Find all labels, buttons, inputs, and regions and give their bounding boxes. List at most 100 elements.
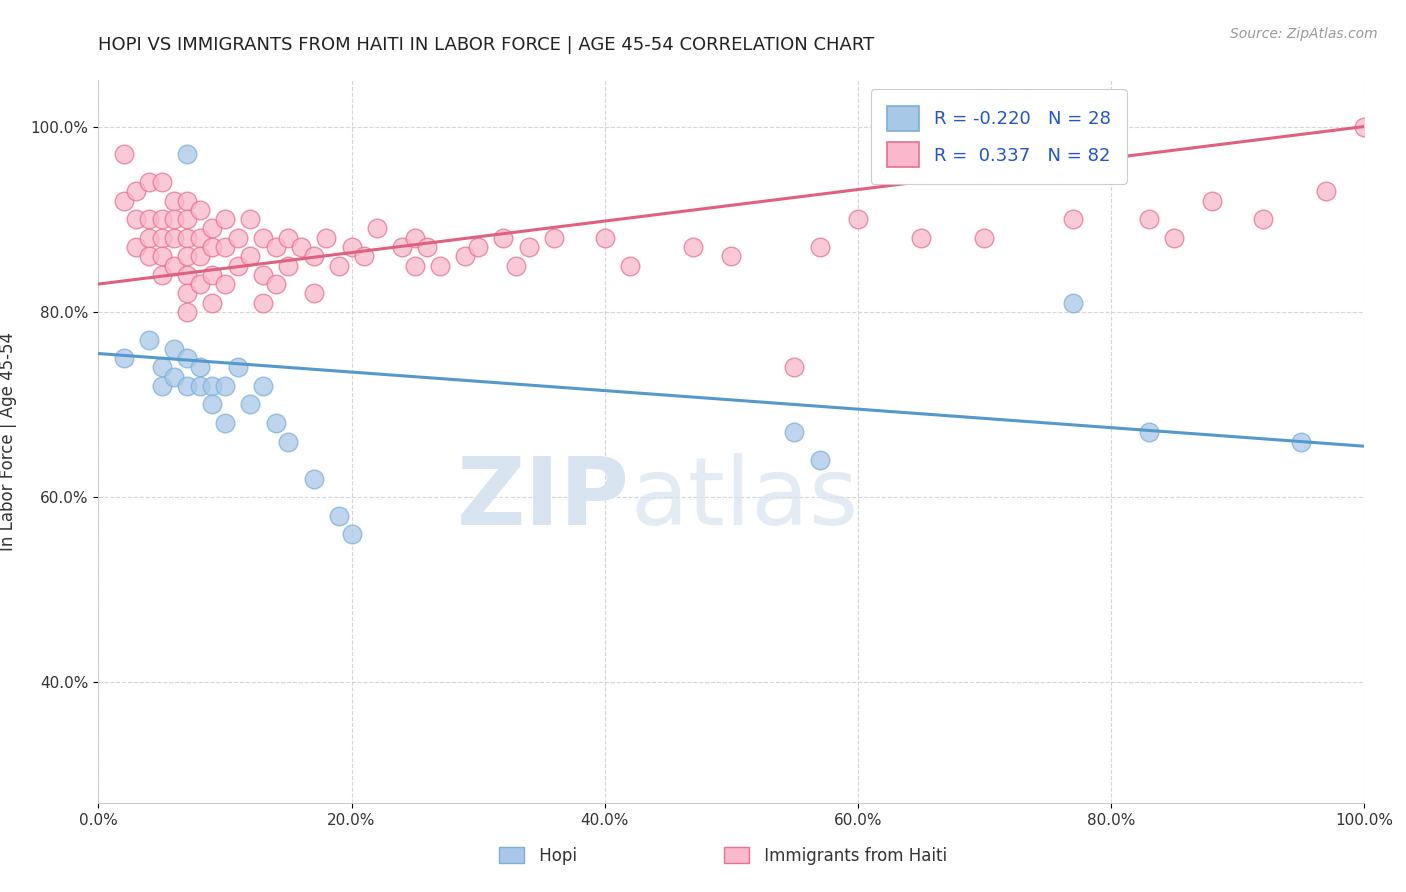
- Point: [505, 259, 527, 273]
- Point: [454, 249, 477, 263]
- Point: [201, 397, 224, 411]
- Point: [176, 351, 198, 366]
- Point: [188, 249, 211, 263]
- Point: [188, 277, 211, 291]
- Point: [973, 231, 995, 245]
- Point: [176, 147, 198, 161]
- Point: [290, 240, 312, 254]
- Point: [163, 212, 186, 227]
- Point: [808, 240, 831, 254]
- Point: [492, 231, 515, 245]
- Point: [214, 379, 236, 393]
- Point: [404, 231, 426, 245]
- Point: [1163, 231, 1185, 245]
- Point: [846, 212, 869, 227]
- Point: [328, 259, 350, 273]
- Point: [429, 259, 451, 273]
- Point: [163, 342, 186, 356]
- Point: [188, 231, 211, 245]
- Point: [201, 268, 224, 282]
- Point: [340, 240, 363, 254]
- Point: [252, 231, 274, 245]
- Point: [404, 259, 426, 273]
- Point: [188, 360, 211, 375]
- Point: [340, 527, 363, 541]
- Point: [176, 379, 198, 393]
- Point: [1062, 295, 1084, 310]
- Point: [176, 249, 198, 263]
- Point: [188, 379, 211, 393]
- Point: [201, 295, 224, 310]
- Point: [239, 249, 262, 263]
- Point: [138, 333, 160, 347]
- Point: [264, 416, 287, 430]
- Text: atlas: atlas: [630, 453, 858, 545]
- Point: [138, 212, 160, 227]
- Point: [808, 453, 831, 467]
- Point: [226, 231, 249, 245]
- Point: [138, 249, 160, 263]
- Point: [783, 360, 806, 375]
- Point: [277, 231, 299, 245]
- Point: [163, 194, 186, 208]
- Point: [176, 194, 198, 208]
- Point: [619, 259, 641, 273]
- Point: [138, 231, 160, 245]
- Y-axis label: In Labor Force | Age 45-54: In Labor Force | Age 45-54: [0, 332, 17, 551]
- Point: [543, 231, 565, 245]
- Point: [264, 277, 287, 291]
- Point: [277, 259, 299, 273]
- Point: [176, 305, 198, 319]
- Text: Source: ZipAtlas.com: Source: ZipAtlas.com: [1230, 27, 1378, 41]
- Point: [214, 240, 236, 254]
- Point: [1137, 425, 1160, 440]
- Point: [125, 212, 148, 227]
- Point: [226, 259, 249, 273]
- Point: [277, 434, 299, 449]
- Point: [112, 351, 135, 366]
- Point: [783, 425, 806, 440]
- Point: [112, 194, 135, 208]
- Point: [366, 221, 388, 235]
- Point: [150, 212, 173, 227]
- Point: [239, 212, 262, 227]
- Point: [150, 175, 173, 189]
- Point: [1315, 185, 1337, 199]
- Point: [517, 240, 540, 254]
- Point: [176, 231, 198, 245]
- Point: [1062, 212, 1084, 227]
- Point: [201, 221, 224, 235]
- Point: [138, 175, 160, 189]
- Point: [239, 397, 262, 411]
- Point: [315, 231, 337, 245]
- Point: [391, 240, 413, 254]
- FancyBboxPatch shape: [724, 847, 749, 863]
- Point: [302, 286, 325, 301]
- Point: [125, 240, 148, 254]
- Point: [150, 268, 173, 282]
- Point: [150, 379, 173, 393]
- Point: [163, 231, 186, 245]
- Point: [910, 231, 932, 245]
- Point: [1353, 120, 1375, 134]
- Point: [328, 508, 350, 523]
- Point: [214, 212, 236, 227]
- Point: [1201, 194, 1223, 208]
- Point: [302, 249, 325, 263]
- Point: [467, 240, 489, 254]
- Point: [112, 147, 135, 161]
- Point: [252, 379, 274, 393]
- Point: [214, 416, 236, 430]
- Point: [201, 379, 224, 393]
- Text: Immigrants from Haiti: Immigrants from Haiti: [759, 847, 948, 865]
- Point: [163, 259, 186, 273]
- Point: [353, 249, 375, 263]
- Point: [416, 240, 439, 254]
- Point: [176, 268, 198, 282]
- Point: [201, 240, 224, 254]
- Point: [150, 231, 173, 245]
- Point: [252, 295, 274, 310]
- Point: [682, 240, 704, 254]
- Point: [125, 185, 148, 199]
- FancyBboxPatch shape: [499, 847, 524, 863]
